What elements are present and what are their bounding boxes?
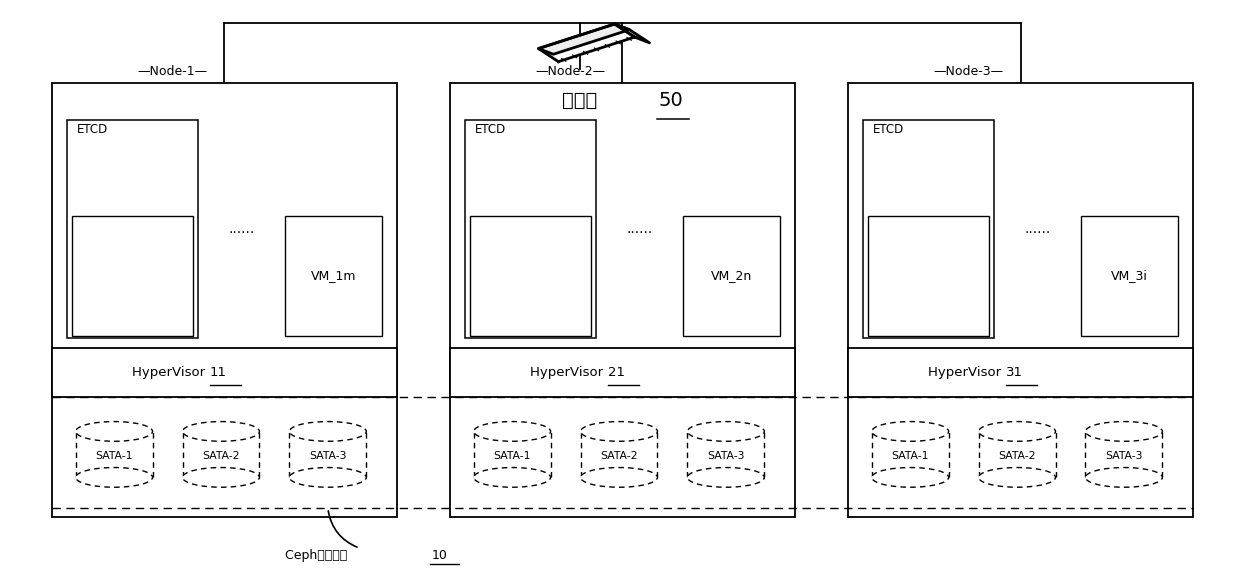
Text: —Node-2—: —Node-2— — [536, 65, 606, 78]
Bar — [848, 348, 1193, 397]
Text: Ceph存储集群: Ceph存储集群 — [285, 549, 351, 561]
Bar — [67, 120, 198, 338]
Ellipse shape — [289, 468, 366, 487]
Text: 10: 10 — [432, 549, 448, 561]
Ellipse shape — [687, 468, 764, 487]
Polygon shape — [615, 24, 650, 43]
Ellipse shape — [182, 468, 259, 487]
Ellipse shape — [76, 421, 153, 441]
Bar — [52, 348, 397, 397]
Text: 11: 11 — [210, 366, 227, 379]
Ellipse shape — [76, 468, 153, 487]
Ellipse shape — [1085, 468, 1162, 487]
Text: SATA-3: SATA-3 — [1105, 451, 1143, 461]
Bar — [683, 216, 780, 336]
Text: VM-1: VM-1 — [117, 270, 149, 283]
Text: VM_2n: VM_2n — [711, 270, 753, 283]
Polygon shape — [538, 24, 635, 62]
Text: SATA-1: SATA-1 — [494, 451, 531, 461]
Text: HyperVisor: HyperVisor — [929, 366, 1006, 379]
Ellipse shape — [687, 421, 764, 441]
Bar — [1081, 216, 1178, 336]
Bar — [285, 216, 382, 336]
Text: SATA-1: SATA-1 — [892, 451, 929, 461]
Ellipse shape — [289, 421, 366, 441]
Ellipse shape — [872, 421, 949, 441]
Text: SATA-2: SATA-2 — [600, 451, 637, 461]
Text: ......: ...... — [1024, 222, 1050, 236]
Text: SATA-2: SATA-2 — [998, 451, 1035, 461]
Text: SATA-2: SATA-2 — [202, 451, 239, 461]
Text: ......: ...... — [626, 222, 652, 236]
Bar — [470, 216, 590, 336]
Ellipse shape — [474, 468, 551, 487]
Bar — [465, 120, 596, 338]
Text: HyperVisor: HyperVisor — [531, 366, 608, 379]
Ellipse shape — [978, 468, 1055, 487]
Text: VM_1m: VM_1m — [311, 270, 356, 283]
Text: ETCD: ETCD — [77, 123, 108, 136]
Text: VM_3i: VM_3i — [1111, 270, 1148, 283]
Text: VM_2: VM_2 — [513, 270, 547, 283]
Ellipse shape — [978, 421, 1055, 441]
Text: 50: 50 — [658, 91, 683, 110]
Ellipse shape — [1085, 421, 1162, 441]
Text: SATA-1: SATA-1 — [95, 451, 133, 461]
Bar — [868, 216, 988, 336]
Text: —Node-1—: —Node-1— — [138, 65, 208, 78]
Bar — [450, 83, 795, 517]
Text: ETCD: ETCD — [873, 123, 904, 136]
Ellipse shape — [580, 468, 657, 487]
Ellipse shape — [872, 468, 949, 487]
Text: —Node-3—: —Node-3— — [934, 65, 1004, 78]
Bar — [848, 83, 1193, 517]
Text: SATA-3: SATA-3 — [707, 451, 745, 461]
Bar — [72, 216, 192, 336]
Text: 交换机: 交换机 — [562, 91, 603, 110]
Text: 21: 21 — [608, 366, 625, 379]
Polygon shape — [538, 24, 630, 54]
Text: 31: 31 — [1006, 366, 1023, 379]
Bar — [863, 120, 994, 338]
Text: HyperVisor: HyperVisor — [133, 366, 210, 379]
Ellipse shape — [580, 421, 657, 441]
Ellipse shape — [182, 421, 259, 441]
Bar — [52, 83, 397, 517]
Text: ETCD: ETCD — [475, 123, 506, 136]
Bar — [450, 348, 795, 397]
Text: SATA-3: SATA-3 — [309, 451, 347, 461]
Text: ......: ...... — [228, 222, 254, 236]
Text: VM_3: VM_3 — [911, 270, 945, 283]
Ellipse shape — [474, 421, 551, 441]
